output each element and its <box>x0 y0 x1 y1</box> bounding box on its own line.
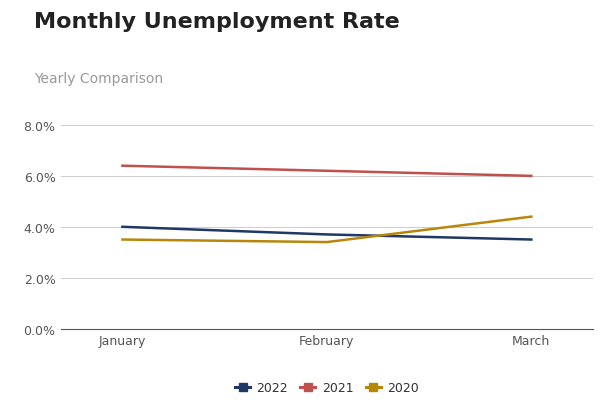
Legend: 2022, 2021, 2020: 2022, 2021, 2020 <box>230 376 424 399</box>
Text: Yearly Comparison: Yearly Comparison <box>34 72 163 86</box>
Text: Monthly Unemployment Rate: Monthly Unemployment Rate <box>34 12 400 32</box>
